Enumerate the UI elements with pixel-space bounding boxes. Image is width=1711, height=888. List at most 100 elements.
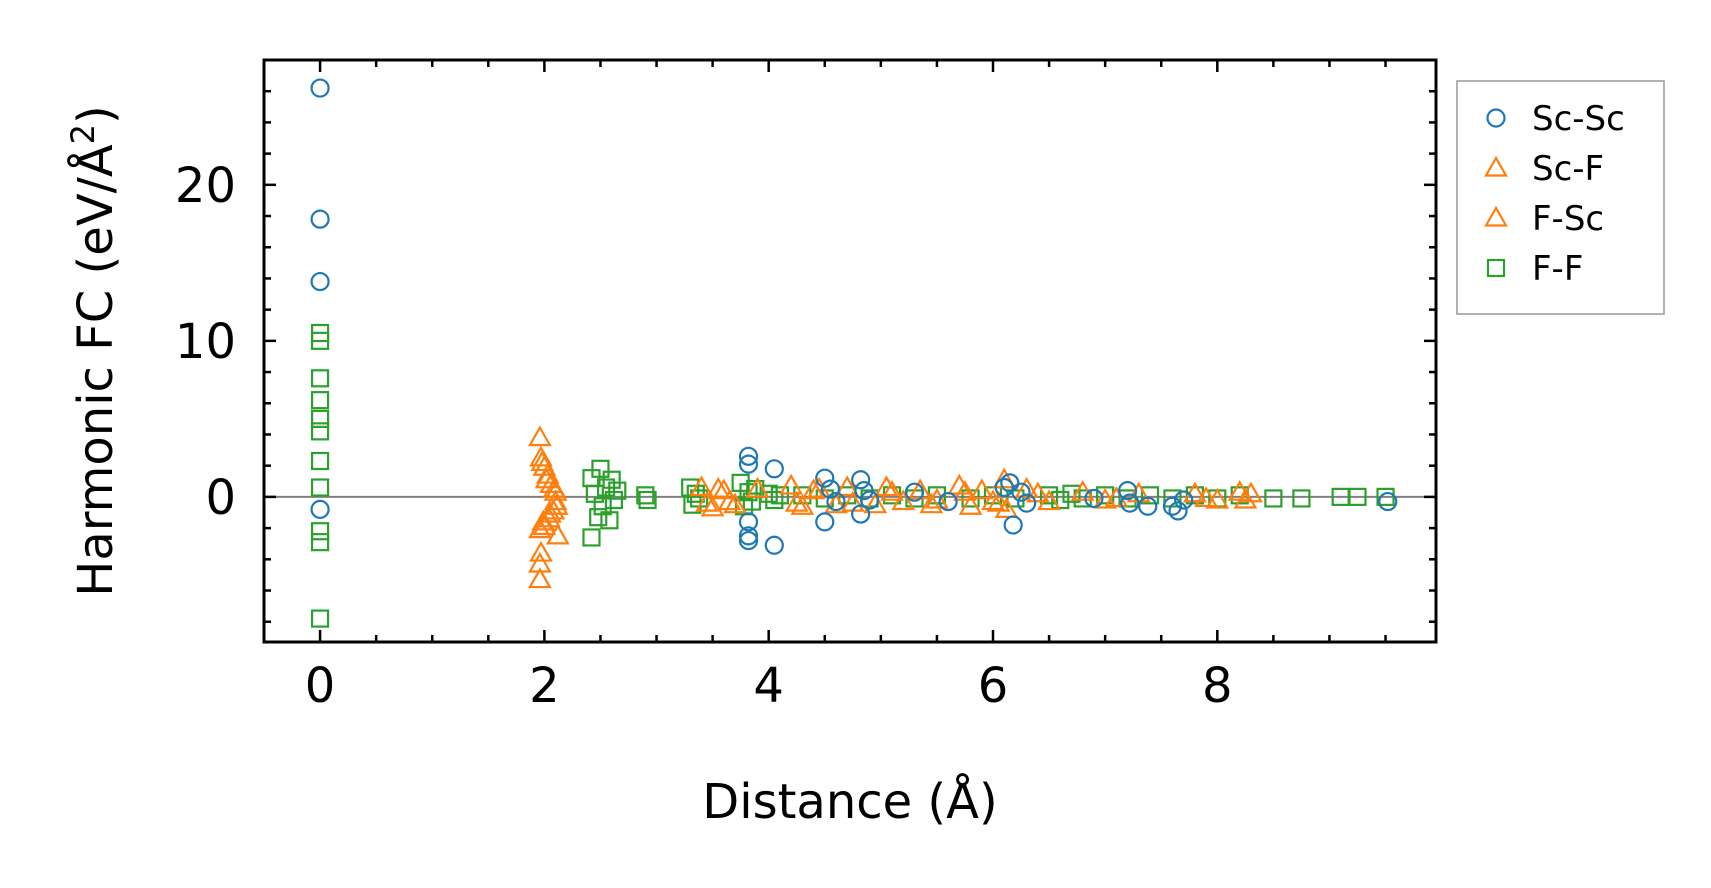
data-point <box>310 478 330 497</box>
y-tick-label: 10 <box>175 314 236 370</box>
series-f-sc <box>530 450 1258 531</box>
data-point <box>310 522 330 541</box>
data-point <box>765 490 784 510</box>
data-point <box>535 462 560 484</box>
data-point <box>310 609 330 628</box>
data-point <box>711 478 736 500</box>
data-point <box>593 497 612 516</box>
data-point <box>1003 515 1023 535</box>
data-point <box>636 486 655 505</box>
data-point <box>602 470 621 489</box>
data-point <box>738 454 759 474</box>
data-point <box>310 409 330 428</box>
data-point <box>953 479 977 501</box>
data-point <box>815 468 835 488</box>
data-point <box>779 473 804 495</box>
legend-label: F-Sc <box>1532 199 1604 239</box>
data-point <box>770 486 790 505</box>
data-point <box>860 490 880 510</box>
x-axis-label: Distance (Å) <box>702 773 997 830</box>
data-point <box>738 526 759 546</box>
data-point <box>723 492 747 514</box>
x-tick-label: 0 <box>305 658 336 714</box>
data-point <box>820 479 840 499</box>
data-point <box>604 490 624 510</box>
data-point <box>739 483 758 502</box>
data-point <box>738 446 759 466</box>
data-point <box>759 484 778 503</box>
data-point <box>582 528 601 547</box>
data-point <box>738 512 759 532</box>
data-point <box>1138 496 1158 516</box>
legend: Sc-Sc Sc-F F-Sc F-F <box>1456 80 1665 315</box>
data-point <box>1117 481 1138 501</box>
data-point <box>851 504 871 524</box>
data-point <box>310 422 330 441</box>
data-point <box>1182 481 1207 503</box>
data-point <box>807 476 832 498</box>
data-point <box>310 271 330 292</box>
data-point <box>1011 482 1031 502</box>
data-point <box>534 467 559 489</box>
data-point <box>717 489 742 511</box>
data-point <box>544 494 569 515</box>
data-point <box>589 508 608 527</box>
x-tick-label: 2 <box>529 658 560 714</box>
data-point <box>904 482 925 502</box>
data-point <box>880 479 904 501</box>
data-point <box>1120 493 1140 513</box>
data-point <box>310 78 330 98</box>
data-point <box>1000 473 1020 493</box>
data-point <box>638 490 657 510</box>
data-point <box>695 490 719 512</box>
data-point <box>310 499 330 519</box>
legend-label: F-F <box>1532 249 1583 289</box>
data-point <box>1017 493 1037 513</box>
data-point <box>528 567 552 589</box>
data-point <box>528 425 552 447</box>
data-point <box>1378 491 1398 512</box>
data-point <box>745 476 770 498</box>
data-point <box>1162 496 1183 516</box>
legend-marker <box>1484 205 1508 227</box>
data-point <box>815 512 835 532</box>
data-point <box>790 494 815 515</box>
data-point <box>1070 479 1095 501</box>
data-point <box>1084 488 1104 509</box>
data-point <box>310 533 330 552</box>
data-point <box>764 535 784 555</box>
legend-marker <box>1484 155 1508 177</box>
plot-frame <box>262 58 1438 644</box>
data-point <box>1025 481 1050 503</box>
data-point <box>530 450 555 472</box>
data-point <box>1062 484 1081 503</box>
data-point <box>600 511 619 530</box>
data-point <box>969 478 994 500</box>
data-point <box>310 391 330 410</box>
data-point <box>543 489 568 511</box>
data-point <box>700 495 725 517</box>
data-point <box>958 494 983 515</box>
legend-marker <box>1486 108 1506 128</box>
data-point <box>938 491 958 512</box>
x-tick-label: 4 <box>753 658 784 714</box>
series-sc-f <box>528 425 1263 589</box>
x-tick-label: 8 <box>1202 658 1233 714</box>
data-point <box>545 523 570 545</box>
y-tick-label: 0 <box>205 470 236 526</box>
legend-marker <box>1486 258 1506 278</box>
data-point <box>1051 490 1070 510</box>
data-point <box>874 475 899 497</box>
data-point <box>529 540 553 562</box>
data-point <box>1140 486 1160 505</box>
data-point <box>784 490 809 512</box>
data-point <box>986 490 1011 512</box>
data-point <box>1264 489 1283 508</box>
data-point <box>1194 486 1218 508</box>
data-point <box>854 481 874 501</box>
data-point <box>738 530 759 551</box>
series-sc-sc <box>310 78 1398 555</box>
data-point <box>1163 489 1182 508</box>
